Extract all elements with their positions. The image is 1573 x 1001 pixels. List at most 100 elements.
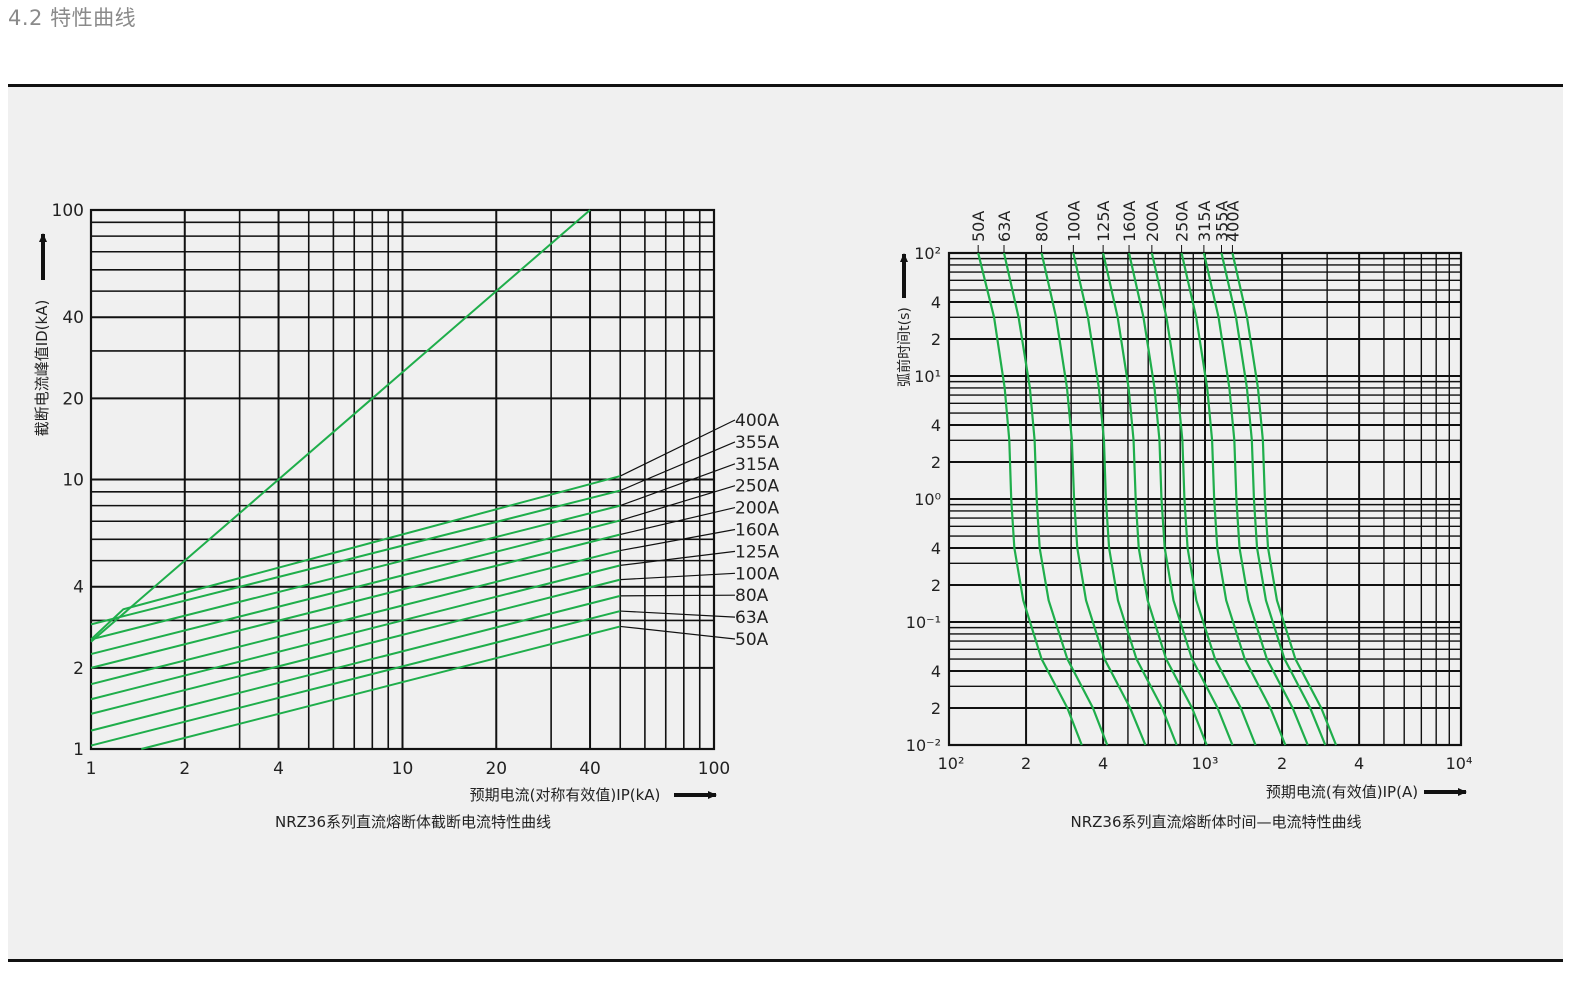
cutoff-ytick-label: 4 (73, 578, 84, 598)
time-current-curve-80A (1040, 252, 1147, 746)
cutoff-curve-50A (141, 625, 621, 750)
cutoff-ytick-label: 2 (73, 659, 84, 679)
cutoff-legend-label: 250A (735, 477, 779, 497)
time-current-legend-label: 125A (1094, 200, 1113, 242)
cutoff-curve-250A (90, 519, 621, 656)
cutoff-xlabel: 预期电流(对称有效值)IP(kA) (470, 786, 661, 804)
time-current-xtick-label: 10³ (1192, 754, 1219, 773)
cutoff-leader-line (620, 625, 736, 640)
time-current-ytick-label: 2 (931, 699, 941, 718)
cutoff-tick-labels: 1 2 4 10 20 40 100 1 2 4 10 20 40 100 (52, 201, 731, 779)
time-current-ytick-label: 10⁻² (906, 736, 941, 755)
bottom-divider (8, 959, 1563, 962)
time-current-xtick-label: 4 (1354, 754, 1364, 773)
time-current-xtick-label: 10² (938, 754, 965, 773)
time-current-curve-100A (1072, 252, 1178, 746)
cutoff-legend-label: 315A (735, 455, 779, 475)
time-current-ytick-label: 10⁻¹ (906, 613, 941, 632)
cutoff-curves (90, 209, 621, 750)
cutoff-curve-80A (90, 594, 621, 732)
time-current-ylabel: 弧前时间t(s) (896, 307, 913, 387)
time-current-ytick-label: 4 (931, 662, 941, 681)
cutoff-curve-400A (90, 475, 621, 641)
cutoff-leader-line (620, 572, 736, 581)
time-current-curves (977, 252, 1338, 746)
cutoff-leader-line (620, 594, 736, 597)
cutoff-xtick-label: 10 (392, 759, 414, 779)
cutoff-reference-line (90, 209, 591, 643)
cutoff-ytick-label: 1 (73, 740, 84, 760)
time-current-ytick-label: 4 (931, 416, 941, 435)
cutoff-leader-line (620, 507, 736, 536)
cutoff-xtick-label: 2 (179, 759, 190, 779)
cutoff-legend-label: 80A (735, 586, 769, 606)
cutoff-leader-line (620, 528, 736, 552)
cutoff-chart-title: NRZ36系列直流熔断体截断电流特性曲线 (275, 813, 551, 831)
time-current-legend-label: 63A (995, 211, 1014, 242)
time-current-legend-label: 100A (1064, 200, 1083, 242)
time-current-tick-labels: 10² 2 4 10³ 2 4 10⁴ 10² 4 2 10¹ 4 2 10⁰ 4 2 10⁻¹ 4 2 10⁻² (906, 244, 1473, 773)
time-current-curve-355A (1220, 252, 1327, 746)
time-current-ytick-label: 10¹ (914, 367, 941, 386)
cutoff-legend-label: 160A (735, 521, 779, 541)
cutoff-curve-100A (90, 578, 621, 715)
cutoff-curve-355A (90, 489, 621, 626)
cutoff-curve-315A (90, 504, 621, 641)
cutoff-curve-125A (90, 564, 621, 701)
cutoff-xtick-label: 1 (86, 759, 97, 779)
time-current-ytick-label: 2 (931, 330, 941, 349)
cutoff-legend-label: 63A (735, 608, 769, 628)
cutoff-ytick-label: 40 (62, 308, 84, 328)
time-current-xtick-label: 2 (1277, 754, 1287, 773)
time-current-chart-title: NRZ36系列直流熔断体时间—电流特性曲线 (1070, 813, 1361, 831)
cutoff-leader-line (619, 441, 736, 492)
time-current-legend-label: 80A (1033, 211, 1052, 242)
time-current-legend-label: 400A (1223, 200, 1242, 242)
cutoff-plot-frame (89, 208, 716, 751)
time-current-legend-label: 160A (1120, 200, 1139, 242)
cutoff-legend-label: 125A (735, 542, 779, 562)
time-current-ytick-label: 2 (931, 453, 941, 472)
cutoff-ytick-label: 10 (62, 471, 84, 491)
cutoff-ytick-label: 20 (62, 389, 84, 409)
cutoff-legend-label: 100A (735, 564, 779, 584)
cutoff-current-chart: 400A355A315A250A200A160A125A100A80A63A50… (33, 201, 779, 831)
time-current-curve-63A (1002, 252, 1109, 746)
cutoff-leader-line (620, 550, 736, 567)
cutoff-legend-label: 355A (735, 433, 779, 453)
cutoff-legend: 400A355A315A250A200A160A125A100A80A63A50… (619, 411, 779, 650)
time-current-ytick-label: 2 (931, 576, 941, 595)
cutoff-curve-160A (90, 549, 621, 686)
time-current-legend-label: 250A (1173, 200, 1192, 242)
time-current-grid (947, 251, 1463, 747)
time-current-curve-315A (1202, 252, 1309, 746)
time-current-ytick-label: 10² (914, 244, 941, 263)
time-current-curve-50A (977, 252, 1083, 746)
cutoff-grid (89, 208, 716, 751)
time-current-legend-label: 355A (1213, 200, 1232, 242)
cutoff-xtick-label: 20 (485, 759, 507, 779)
time-current-xtick-label: 10⁴ (1446, 754, 1473, 773)
time-current-ytick-label: 4 (931, 293, 941, 312)
cutoff-leader-line (620, 485, 736, 521)
time-current-xtick-label: 2 (1021, 754, 1031, 773)
section-title: 4.2 特性曲线 (8, 6, 137, 30)
time-current-xlabel: 预期电流(有效值)IP(A) (1266, 783, 1418, 801)
cutoff-curve-200A (90, 533, 621, 669)
time-current-curve-200A (1150, 252, 1257, 746)
time-current-legend: 50A 63A 80A 100A 125A 160A 200A 250A 315A355A400… (969, 200, 1242, 253)
time-current-curve-160A (1127, 252, 1234, 746)
time-current-chart: 50A 63A 80A 100A 125A 160A 200A 250A 315A355A400… (896, 200, 1472, 831)
cutoff-curve-63A (90, 610, 621, 747)
cutoff-legend-label: 50A (735, 630, 769, 650)
top-divider (8, 84, 1563, 87)
cutoff-legend-label: 200A (735, 499, 779, 519)
cutoff-ytick-label: 100 (52, 201, 84, 221)
time-current-legend-label: 315A (1195, 200, 1214, 242)
time-current-curve-400A (1231, 252, 1338, 746)
time-current-legend-label: 50A (969, 211, 988, 242)
time-current-ytick-label: 10⁰ (914, 490, 941, 509)
time-current-ytick-label: 4 (931, 539, 941, 558)
cutoff-xtick-label: 4 (273, 759, 284, 779)
